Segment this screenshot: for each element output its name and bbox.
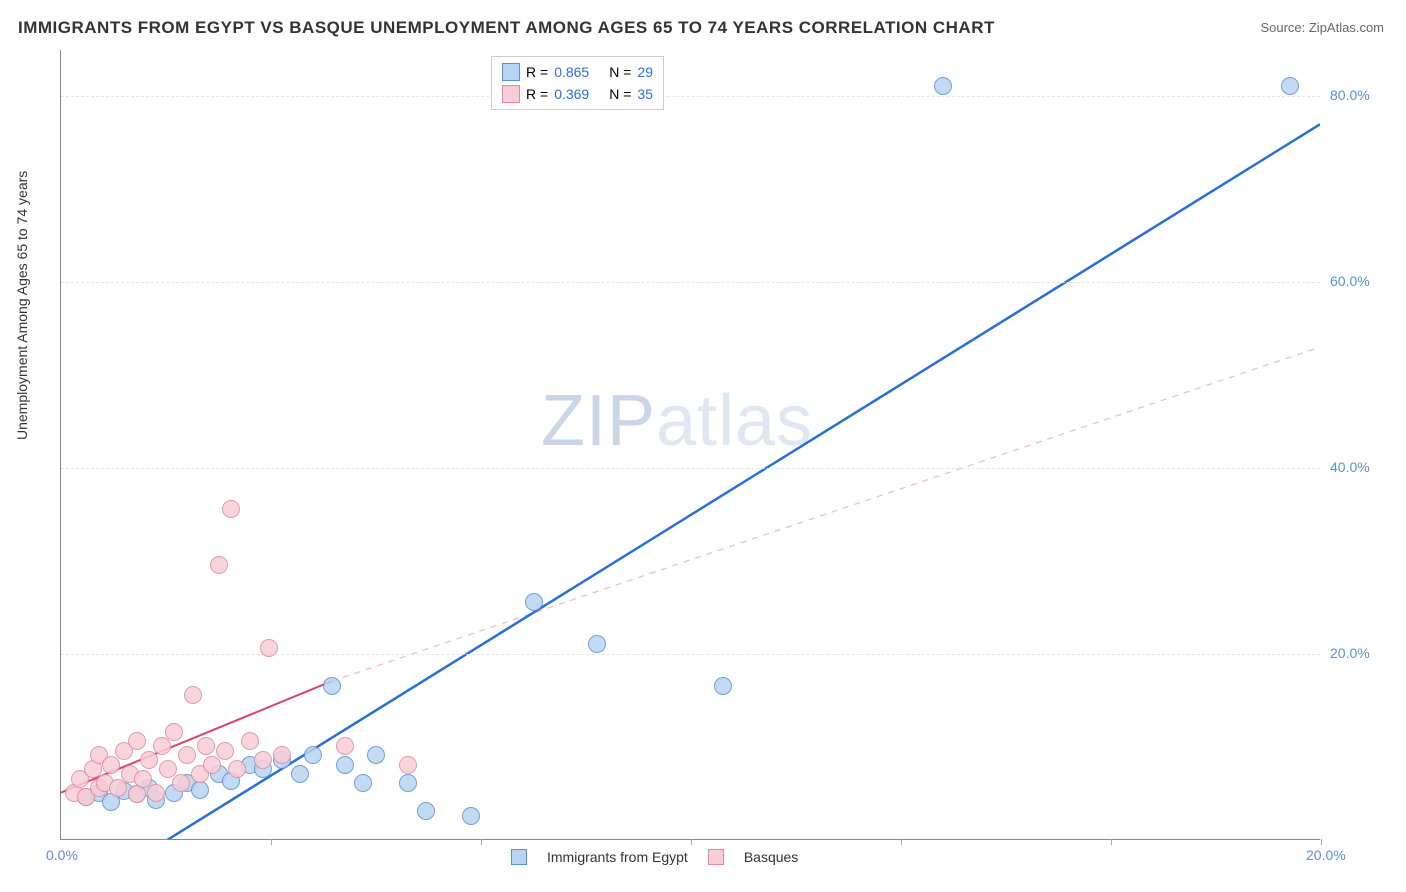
scatter-point <box>417 802 435 820</box>
source-credit: Source: ZipAtlas.com <box>1260 20 1384 35</box>
scatter-point <box>367 746 385 764</box>
R-value-1: 0.369 <box>554 86 589 102</box>
scatter-point <box>191 781 209 799</box>
scatter-point <box>588 635 606 653</box>
scatter-chart: ZIPatlas 20.0%40.0%60.0%80.0%0.0%20.0% R… <box>60 50 1320 840</box>
scatter-point <box>147 784 165 802</box>
watermark-part2: atlas <box>656 381 813 461</box>
scatter-point <box>336 737 354 755</box>
watermark-part1: ZIP <box>541 381 656 461</box>
scatter-point <box>109 779 127 797</box>
scatter-point <box>934 77 952 95</box>
scatter-point <box>1281 77 1299 95</box>
legend-swatch-blue <box>502 63 520 81</box>
scatter-point <box>165 723 183 741</box>
scatter-point <box>178 746 196 764</box>
scatter-point <box>102 756 120 774</box>
x-tick-mark <box>481 839 482 845</box>
y-axis-label: Unemployment Among Ages 65 to 74 years <box>14 171 30 440</box>
N-label: N = <box>609 64 631 80</box>
scatter-point <box>222 500 240 518</box>
legend-label-1: Basques <box>744 849 798 865</box>
grid-line <box>61 96 1320 97</box>
scatter-point <box>172 774 190 792</box>
scatter-point <box>323 677 341 695</box>
scatter-point <box>254 751 272 769</box>
trend-line <box>124 124 1320 839</box>
scatter-point <box>714 677 732 695</box>
scatter-point <box>273 746 291 764</box>
series-legend: Immigrants from Egypt Basques <box>511 849 798 865</box>
scatter-point <box>203 756 221 774</box>
scatter-point <box>336 756 354 774</box>
scatter-point <box>354 774 372 792</box>
x-tick-mark <box>1321 839 1322 845</box>
grid-line <box>61 282 1320 283</box>
scatter-point <box>197 737 215 755</box>
y-tick-label: 80.0% <box>1330 87 1390 103</box>
scatter-point <box>399 774 417 792</box>
chart-title: IMMIGRANTS FROM EGYPT VS BASQUE UNEMPLOY… <box>18 18 995 38</box>
scatter-point <box>304 746 322 764</box>
legend-swatch-blue <box>511 849 527 865</box>
y-tick-label: 40.0% <box>1330 459 1390 475</box>
scatter-point <box>399 756 417 774</box>
scatter-point <box>153 737 171 755</box>
legend-label-0: Immigrants from Egypt <box>547 849 688 865</box>
legend-swatch-pink <box>502 85 520 103</box>
scatter-point <box>228 760 246 778</box>
N-label: N = <box>609 86 631 102</box>
watermark: ZIPatlas <box>541 380 813 462</box>
x-tick-mark <box>1111 839 1112 845</box>
correlation-legend: R = 0.865 N = 29 R = 0.369 N = 35 <box>491 56 664 110</box>
scatter-point <box>216 742 234 760</box>
x-tick-label: 20.0% <box>1306 847 1346 863</box>
y-tick-label: 20.0% <box>1330 645 1390 661</box>
scatter-point <box>462 807 480 825</box>
N-value-0: 29 <box>637 64 653 80</box>
R-value-0: 0.865 <box>554 64 589 80</box>
scatter-point <box>128 732 146 750</box>
grid-line <box>61 468 1320 469</box>
x-tick-mark <box>901 839 902 845</box>
scatter-point <box>525 593 543 611</box>
trend-line <box>332 347 1320 681</box>
N-value-1: 35 <box>637 86 653 102</box>
x-tick-mark <box>691 839 692 845</box>
legend-row-series0: R = 0.865 N = 29 <box>502 61 653 83</box>
x-tick-label: 0.0% <box>46 847 78 863</box>
x-tick-mark <box>271 839 272 845</box>
grid-line <box>61 654 1320 655</box>
scatter-point <box>184 686 202 704</box>
legend-row-series1: R = 0.369 N = 35 <box>502 83 653 105</box>
y-tick-label: 60.0% <box>1330 273 1390 289</box>
trend-lines-svg <box>61 50 1320 839</box>
scatter-point <box>140 751 158 769</box>
scatter-point <box>260 639 278 657</box>
scatter-point <box>128 785 146 803</box>
scatter-point <box>210 556 228 574</box>
R-label: R = <box>526 86 548 102</box>
legend-swatch-pink <box>708 849 724 865</box>
scatter-point <box>241 732 259 750</box>
scatter-point <box>291 765 309 783</box>
R-label: R = <box>526 64 548 80</box>
